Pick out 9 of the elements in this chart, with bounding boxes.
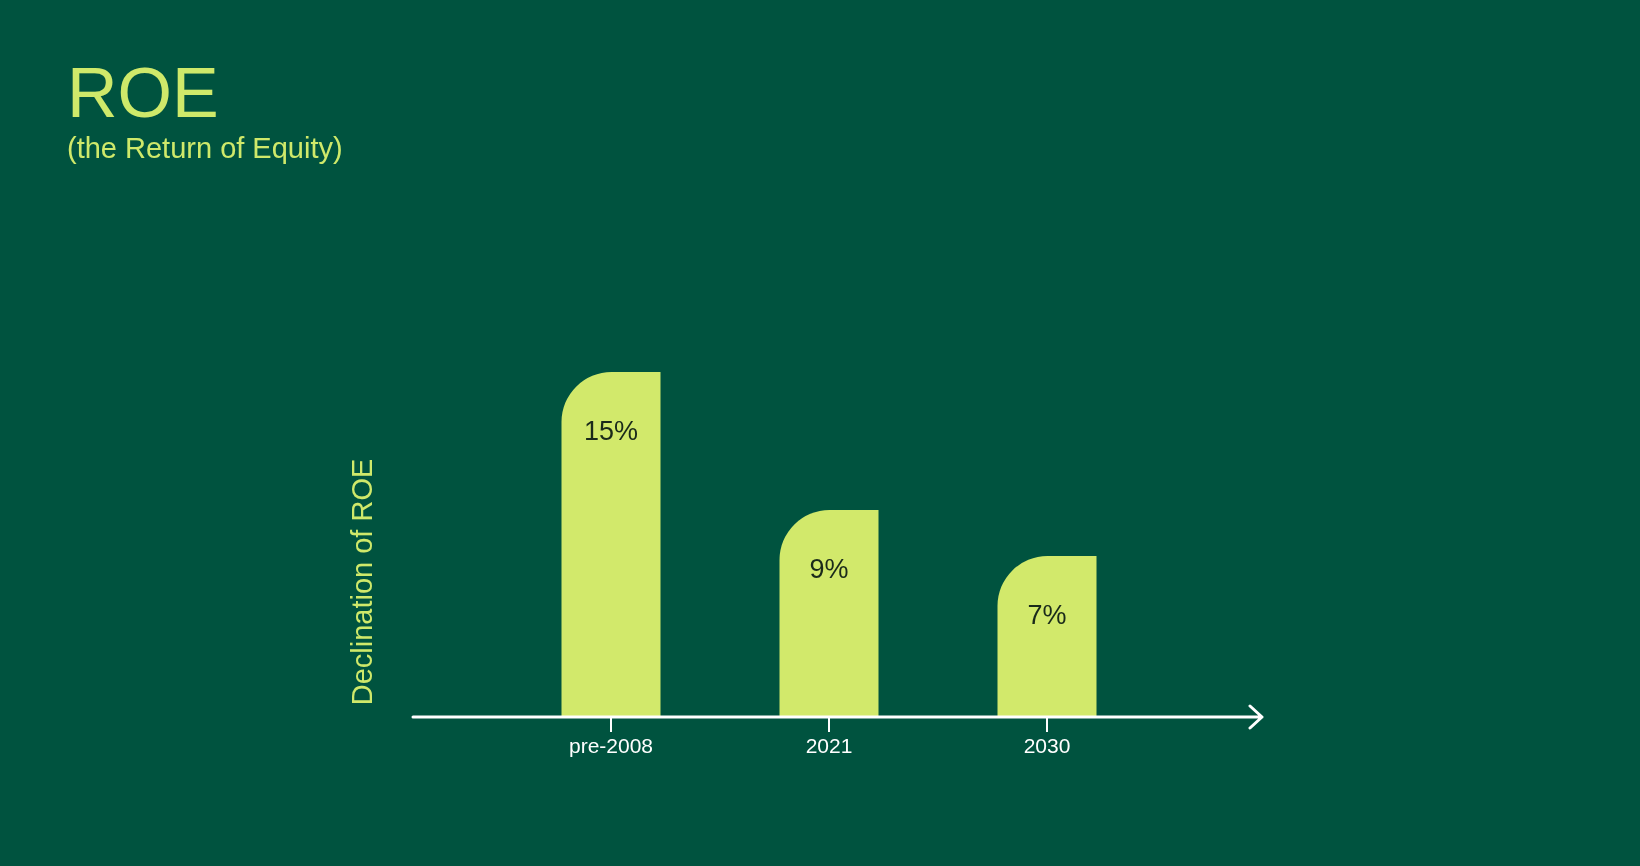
x-tick-label: pre-2008 [568,734,654,757]
x-tick-label: 2030 [1023,734,1071,757]
data-label: 15% [583,416,639,446]
data-label: 7% [1027,600,1067,630]
chart-subtitle: (the Return of Equity) [67,132,343,164]
chart-title: ROE [67,54,219,132]
y-axis-title: Declination of ROE [346,458,378,706]
x-tick-label: 2021 [805,734,853,757]
data-label: 9% [809,554,849,584]
